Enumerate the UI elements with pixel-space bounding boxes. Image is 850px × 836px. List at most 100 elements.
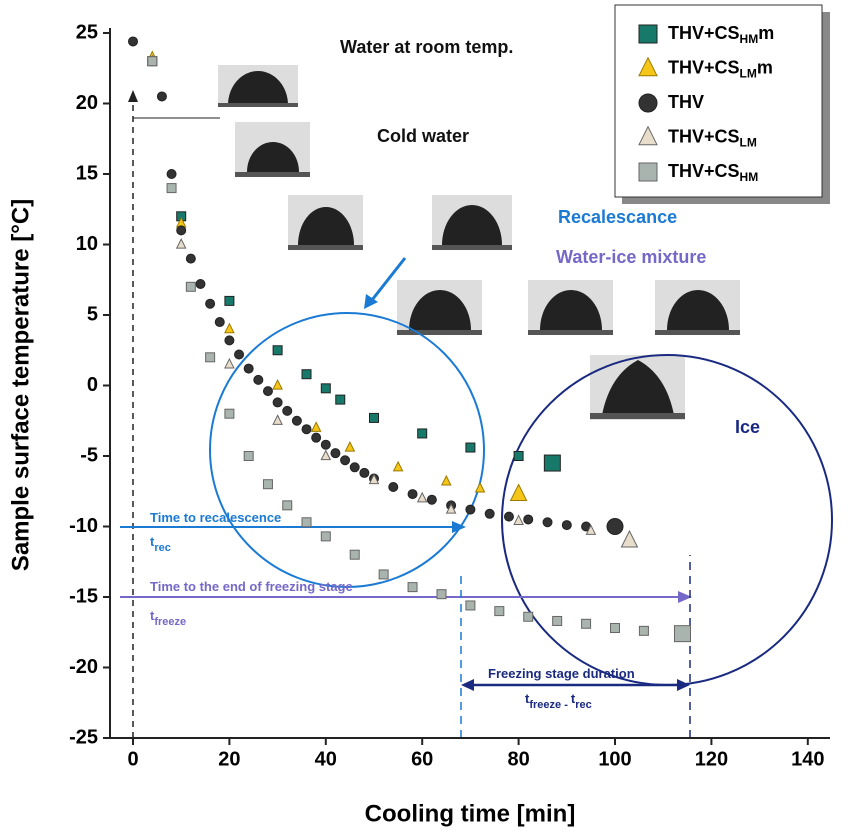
y-tick-label: 15 xyxy=(76,162,98,184)
legend-marker xyxy=(638,125,658,146)
marker xyxy=(436,589,447,600)
marker xyxy=(392,460,404,472)
marker xyxy=(272,345,283,356)
series xyxy=(147,56,691,643)
marker xyxy=(620,529,639,548)
x-tick-label: 60 xyxy=(411,748,433,770)
marker xyxy=(262,386,273,397)
legend-label-part: LM xyxy=(740,136,757,150)
marker xyxy=(166,169,177,179)
marker xyxy=(523,514,534,525)
marker xyxy=(320,439,331,450)
marker xyxy=(426,494,437,505)
marker xyxy=(224,295,235,306)
marker xyxy=(543,454,561,472)
marker xyxy=(610,623,620,634)
marker xyxy=(369,412,379,423)
marker xyxy=(465,600,476,611)
marker xyxy=(368,473,380,485)
marker xyxy=(272,378,283,390)
marker xyxy=(156,91,167,102)
annotation-text: Water at room temp. xyxy=(340,37,513,57)
legend-label: THV+CSHMm xyxy=(668,23,774,46)
marker xyxy=(291,415,302,426)
marker xyxy=(378,569,389,580)
y-tick-label: -5 xyxy=(80,444,98,466)
marker xyxy=(465,442,476,453)
marker xyxy=(581,618,592,629)
marker xyxy=(320,531,331,542)
marker xyxy=(509,483,528,501)
annotation: Time to the end of freezing stage xyxy=(150,579,353,594)
annotation: tfreeze xyxy=(150,608,186,627)
y-tick-label: -15 xyxy=(69,585,98,607)
annotation-subscript: rec xyxy=(154,542,171,554)
y-tick-label: 20 xyxy=(76,92,98,114)
x-tick-label: 0 xyxy=(127,748,138,770)
legend-label-part: HM xyxy=(740,170,759,184)
marker xyxy=(344,441,356,452)
marker xyxy=(234,349,245,360)
marker xyxy=(513,514,524,525)
marker xyxy=(552,615,563,626)
marker xyxy=(606,518,624,535)
legend-label-part: THV+CS xyxy=(668,57,740,77)
annotation: Ice xyxy=(735,417,760,437)
annotation-text: t xyxy=(571,691,576,706)
marker xyxy=(175,237,187,249)
marker xyxy=(503,511,514,522)
y-tick-label: -25 xyxy=(69,726,98,748)
legend-label-part: HM xyxy=(740,32,759,46)
marker xyxy=(417,428,428,439)
marker xyxy=(195,278,206,289)
marker xyxy=(272,414,283,425)
marker xyxy=(359,467,370,478)
annotation-subscript: rec xyxy=(575,699,592,711)
y-tick-label: 5 xyxy=(87,303,98,325)
annotation-subscript: freeze xyxy=(154,616,186,628)
marker xyxy=(282,405,293,416)
marker xyxy=(320,383,331,394)
annotation: Freezing stage duration xyxy=(488,666,635,681)
marker xyxy=(474,481,486,493)
x-tick-label: 40 xyxy=(315,748,337,770)
annotation-text: t xyxy=(150,534,155,549)
marker xyxy=(416,491,428,503)
marker xyxy=(166,183,177,194)
legend-marker xyxy=(638,24,658,44)
y-tick-label: -20 xyxy=(69,656,98,678)
marker xyxy=(484,508,495,519)
droplet-images xyxy=(218,65,740,420)
annotation-text: t xyxy=(150,608,155,623)
marker xyxy=(147,56,158,67)
x-tick-label: 140 xyxy=(791,748,824,770)
legend-marker xyxy=(638,93,658,113)
x-tick-label: 100 xyxy=(598,748,631,770)
annotation-subscript: freeze - xyxy=(529,699,571,711)
annotation-text: Time to the end of freezing stage xyxy=(150,579,353,594)
marker xyxy=(440,474,452,486)
marker xyxy=(301,424,312,435)
y-axis-title: Sample surface temperature [°C] xyxy=(7,199,34,571)
legend-marker xyxy=(638,56,658,77)
legend-label-part: THV+CS xyxy=(668,126,740,146)
x-tick-label: 20 xyxy=(218,748,240,770)
series xyxy=(147,56,561,472)
marker xyxy=(128,36,138,47)
annotation: Cold water xyxy=(377,126,469,146)
legend-label: THV+CSHM xyxy=(668,161,758,184)
marker xyxy=(205,352,216,363)
legend-label-part: THV xyxy=(668,92,704,112)
marker xyxy=(185,253,196,264)
marker xyxy=(224,357,235,369)
legend-label: THV+CSLMm xyxy=(668,57,773,80)
marker xyxy=(542,517,553,528)
marker xyxy=(262,479,273,490)
marker xyxy=(176,225,187,236)
y-tick-label: 25 xyxy=(76,21,98,43)
legend-label-part: THV+CS xyxy=(668,161,740,181)
marker xyxy=(224,335,235,346)
marker xyxy=(243,363,254,374)
annotation-text: Recalescance xyxy=(558,207,677,227)
marker xyxy=(494,606,505,617)
